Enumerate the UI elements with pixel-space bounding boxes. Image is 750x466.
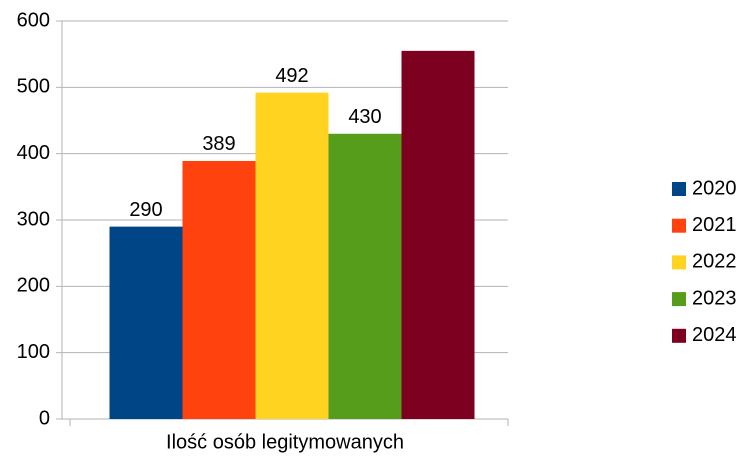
x-tick-label: Ilość osób legitymowanych bbox=[166, 431, 404, 453]
bar bbox=[401, 50, 475, 419]
bar bbox=[182, 160, 256, 420]
y-tick-label: 0 bbox=[39, 407, 50, 429]
y-tick-label: 600 bbox=[17, 9, 50, 31]
legend-swatch bbox=[672, 182, 686, 196]
y-tick-label: 300 bbox=[17, 208, 50, 230]
legend-label: 2020 bbox=[692, 177, 737, 199]
y-tick-label: 200 bbox=[17, 275, 50, 297]
data-label: 290 bbox=[129, 199, 162, 221]
legend-swatch bbox=[672, 292, 686, 307]
legend-label: 2023 bbox=[692, 287, 737, 309]
legend-label: 2022 bbox=[692, 251, 737, 273]
legend-swatch bbox=[672, 328, 686, 343]
data-label: 430 bbox=[348, 106, 381, 128]
y-tick-label: 500 bbox=[17, 76, 50, 98]
legend-label: 2024 bbox=[692, 324, 737, 346]
data-label: 492 bbox=[275, 65, 308, 87]
bar bbox=[109, 226, 183, 419]
legend-swatch bbox=[672, 255, 686, 270]
legend-swatch bbox=[672, 218, 686, 233]
bar bbox=[255, 92, 329, 419]
legend-label: 2021 bbox=[692, 214, 737, 236]
y-tick-label: 400 bbox=[17, 142, 50, 164]
bar bbox=[328, 133, 402, 419]
data-label: 389 bbox=[202, 133, 235, 155]
y-tick-label: 100 bbox=[17, 341, 50, 363]
